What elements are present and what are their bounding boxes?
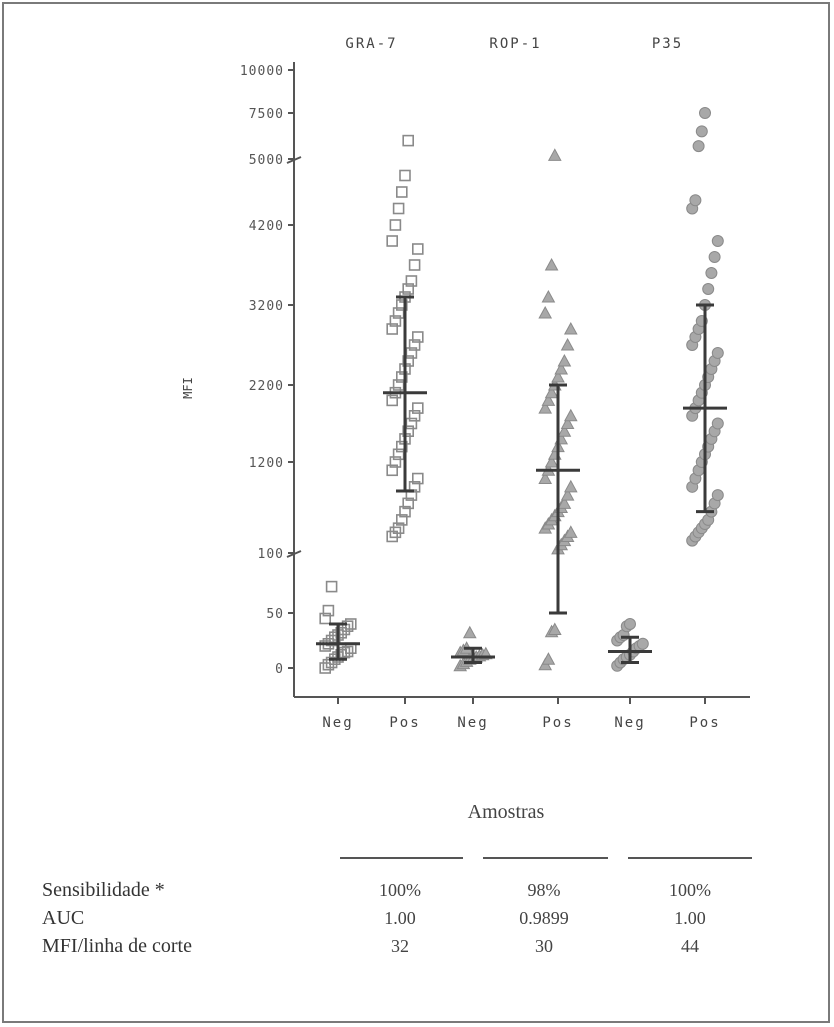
- table-cell: 1.00: [674, 908, 706, 928]
- y-tick-label: 4200: [249, 219, 284, 234]
- x-tick-label: Pos: [689, 715, 720, 731]
- y-tick-label: 50: [266, 607, 284, 622]
- table-cell: 98%: [528, 880, 561, 900]
- table-cell: 100%: [669, 880, 711, 900]
- data-point: [387, 236, 397, 246]
- table-cell: 100%: [379, 880, 421, 900]
- x-tick-label: Pos: [389, 715, 420, 731]
- data-point: [390, 220, 400, 230]
- y-tick-label: 3200: [249, 299, 284, 314]
- data-point: [403, 136, 413, 146]
- data-point: [712, 418, 723, 429]
- data-point: [693, 141, 704, 152]
- y-axis-label: MFI: [181, 377, 195, 399]
- data-point: [696, 126, 707, 137]
- data-point: [712, 490, 723, 501]
- data-point: [709, 252, 720, 263]
- data-point: [542, 291, 554, 302]
- table-cell: 1.00: [384, 908, 416, 928]
- table-cell: 30: [535, 936, 553, 956]
- data-point: [565, 323, 577, 334]
- table-row-label: AUC: [42, 907, 84, 929]
- y-tick-label: 5000: [249, 153, 284, 168]
- stats-table: Sensibilidade * 100% 98% 100% AUC 1.00 0…: [42, 858, 752, 957]
- x-tick-label: Neg: [322, 715, 353, 731]
- data-point: [565, 410, 577, 421]
- axes: 0 50 100 1200 2200 3200 4200 5000 7500 10000 GRA-7…: [240, 36, 750, 731]
- data-point: [625, 619, 636, 630]
- data-point: [700, 108, 711, 119]
- data-point: [637, 638, 648, 649]
- data-point: [397, 187, 407, 197]
- data-point: [539, 307, 551, 318]
- y-tick-label: 0: [275, 662, 284, 677]
- data-point: [390, 527, 400, 537]
- y-tick-label: 7500: [249, 107, 284, 122]
- x-tick-label: Pos: [542, 715, 573, 731]
- data-point: [706, 268, 717, 279]
- y-tick-label: 10000: [240, 64, 284, 79]
- y-tick-label: 2200: [249, 379, 284, 394]
- table-cell: 32: [391, 936, 409, 956]
- data-point: [565, 481, 577, 492]
- y-tick-label: 100: [258, 547, 284, 562]
- data-point: [327, 582, 337, 592]
- data-point: [712, 348, 723, 359]
- data-point: [410, 260, 420, 270]
- data-point: [558, 355, 570, 366]
- data-point: [562, 339, 574, 350]
- data-point: [546, 259, 558, 270]
- table-cell: 44: [681, 936, 699, 956]
- y-tick-label: 1200: [249, 456, 284, 471]
- data-point: [413, 244, 423, 254]
- data-point: [400, 171, 410, 181]
- group-title: ROP-1: [489, 36, 541, 52]
- x-axis-label: Amostras: [468, 801, 545, 823]
- data-point: [413, 403, 423, 413]
- data-point: [703, 284, 714, 295]
- data-point: [542, 653, 554, 664]
- x-tick-label: Neg: [614, 715, 645, 731]
- table-row-label: MFI/linha de corte: [42, 935, 192, 957]
- data-point: [464, 627, 476, 638]
- chart-marks: [316, 108, 727, 674]
- group-title: GRA-7: [345, 36, 397, 52]
- data-point: [394, 204, 404, 214]
- data-point: [549, 149, 561, 160]
- x-tick-label: Neg: [457, 715, 488, 731]
- data-point: [387, 395, 397, 405]
- table-row-label: Sensibilidade *: [42, 879, 165, 901]
- data-point: [690, 195, 701, 206]
- table-cell: 0.9899: [519, 908, 569, 928]
- group-title: P35: [652, 36, 683, 52]
- data-point: [712, 236, 723, 247]
